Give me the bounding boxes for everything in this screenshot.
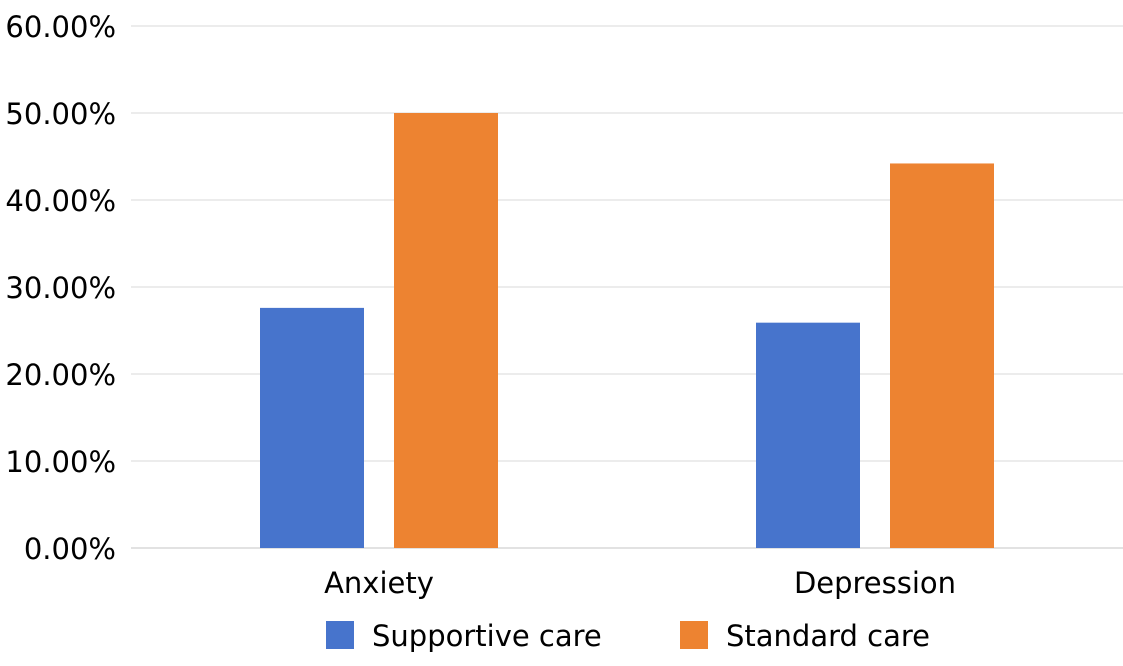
y-tick-label: 0.00% xyxy=(24,532,116,566)
legend-swatch xyxy=(326,621,354,649)
x-category-label: Depression xyxy=(794,566,956,600)
y-tick-label: 10.00% xyxy=(5,445,116,479)
legend-label: Supportive care xyxy=(372,619,602,653)
y-tick-label: 60.00% xyxy=(5,10,116,44)
y-tick-label: 20.00% xyxy=(5,358,116,392)
y-tick-label: 30.00% xyxy=(5,271,116,305)
bar-anxiety-supportive-care xyxy=(260,307,364,548)
bar-depression-standard-care xyxy=(890,163,994,548)
bars xyxy=(260,113,994,548)
legend-label: Standard care xyxy=(726,619,930,653)
y-tick-label: 40.00% xyxy=(5,184,116,218)
x-axis-category-labels: Anxiety Depression xyxy=(324,566,956,600)
y-axis-tick-labels: 0.00% 10.00% 20.00% 30.00% 40.00% 50.00% 60.00… xyxy=(5,10,116,566)
legend: Supportive care Standard care xyxy=(326,619,930,653)
legend-swatch xyxy=(680,621,708,649)
y-tick-label: 50.00% xyxy=(5,97,116,131)
bar-anxiety-standard-care xyxy=(394,113,498,548)
x-category-label: Anxiety xyxy=(324,566,434,600)
bar-depression-supportive-care xyxy=(756,322,860,548)
